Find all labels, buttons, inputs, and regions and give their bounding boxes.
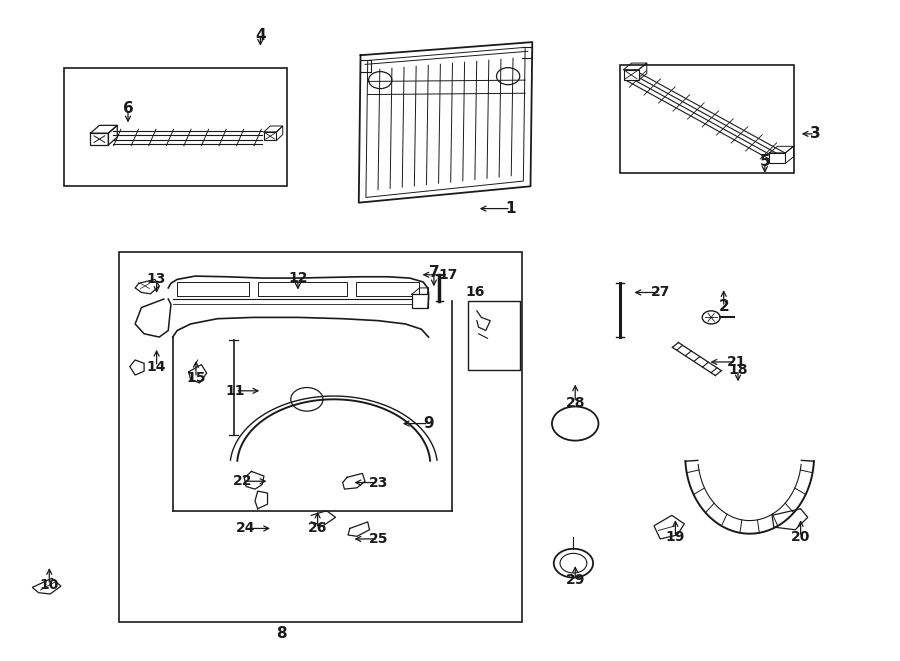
Text: 14: 14	[147, 360, 166, 373]
Text: 29: 29	[565, 572, 585, 586]
Text: 9: 9	[423, 416, 434, 431]
Text: 15: 15	[186, 371, 206, 385]
Bar	[257, 282, 347, 296]
Bar	[64, 68, 287, 186]
Text: 2: 2	[718, 299, 729, 315]
Text: 20: 20	[791, 530, 810, 544]
Text: 22: 22	[233, 474, 252, 488]
Text: 19: 19	[666, 530, 685, 544]
Bar	[620, 65, 795, 173]
Text: 28: 28	[565, 395, 585, 410]
Text: 8: 8	[276, 626, 287, 641]
Text: 12: 12	[288, 271, 308, 285]
Text: 13: 13	[147, 272, 166, 286]
Text: 24: 24	[237, 522, 256, 535]
Text: 16: 16	[465, 286, 485, 299]
Bar	[770, 153, 786, 163]
Bar	[624, 69, 639, 80]
Bar	[356, 282, 419, 296]
Text: 21: 21	[726, 355, 746, 369]
Text: 11: 11	[226, 384, 245, 398]
Text: 25: 25	[369, 532, 388, 546]
Text: 1: 1	[506, 201, 516, 216]
Bar	[119, 252, 522, 622]
Text: 17: 17	[438, 268, 458, 282]
Text: 23: 23	[369, 475, 388, 490]
Bar	[177, 282, 248, 296]
Text: 4: 4	[255, 28, 266, 43]
Text: 10: 10	[40, 578, 59, 592]
Text: 6: 6	[122, 101, 133, 116]
Text: 3: 3	[810, 126, 820, 141]
Text: 7: 7	[428, 265, 439, 280]
Bar	[468, 301, 520, 369]
Bar	[90, 134, 108, 145]
Text: 18: 18	[728, 363, 748, 377]
Text: 5: 5	[760, 154, 770, 169]
Bar	[411, 294, 428, 307]
Text: 27: 27	[651, 286, 670, 299]
Text: 26: 26	[308, 522, 328, 535]
Bar	[264, 132, 276, 140]
